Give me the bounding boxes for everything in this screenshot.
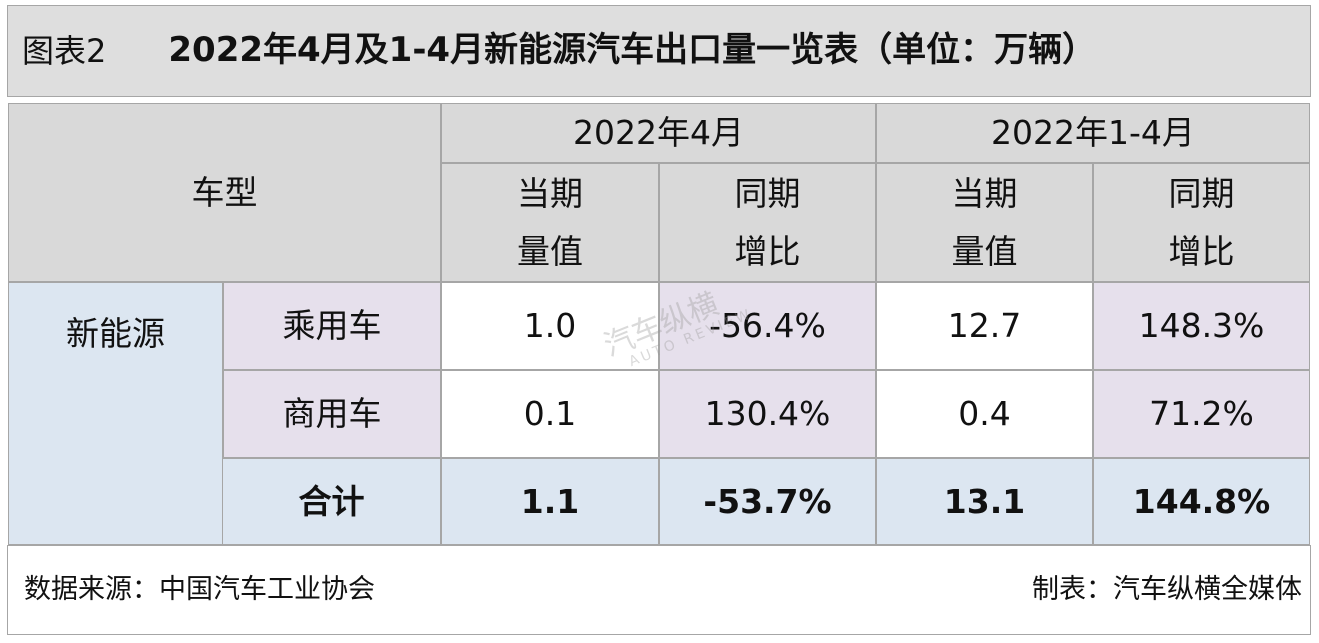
- total-cell: 1.1: [441, 458, 659, 545]
- corner-header: 车型: [8, 103, 441, 282]
- value-cell: 0.1: [441, 370, 659, 458]
- title: 2022年4月及1-4月新能源汽车出口量一览表（单位：万辆）: [168, 30, 1097, 71]
- title-bar: 图表2 2022年4月及1-4月新能源汽车出口量一览表（单位：万辆）: [7, 5, 1311, 97]
- figure-label: 图表2: [22, 32, 107, 70]
- row-label: 乘用车: [223, 282, 441, 370]
- total-cell: -53.7%: [659, 458, 876, 545]
- column-header: 当期 量值: [876, 163, 1093, 282]
- value-cell: 1.0: [441, 282, 659, 370]
- total-cell: 13.1: [876, 458, 1093, 545]
- value-cell: 130.4%: [659, 370, 876, 458]
- value-cell: -56.4%: [659, 282, 876, 370]
- column-header: 当期 量值: [441, 163, 659, 282]
- group-label: 新能源: [8, 282, 223, 545]
- value-cell: 148.3%: [1093, 282, 1310, 370]
- value-cell: 12.7: [876, 282, 1093, 370]
- total-cell: 144.8%: [1093, 458, 1310, 545]
- value-cell: 71.2%: [1093, 370, 1310, 458]
- period-header: 2022年4月: [441, 103, 876, 163]
- row-label: 商用车: [223, 370, 441, 458]
- maker: 制表：汽车纵横全媒体: [1032, 574, 1302, 606]
- period-header: 2022年1-4月: [876, 103, 1310, 163]
- value-cell: 0.4: [876, 370, 1093, 458]
- footer: 数据来源：中国汽车工业协会 制表：汽车纵横全媒体: [7, 545, 1311, 635]
- source: 数据来源：中国汽车工业协会: [24, 574, 375, 606]
- column-header: 同期 增比: [659, 163, 876, 282]
- column-header: 同期 增比: [1093, 163, 1310, 282]
- total-label: 合计: [223, 458, 441, 545]
